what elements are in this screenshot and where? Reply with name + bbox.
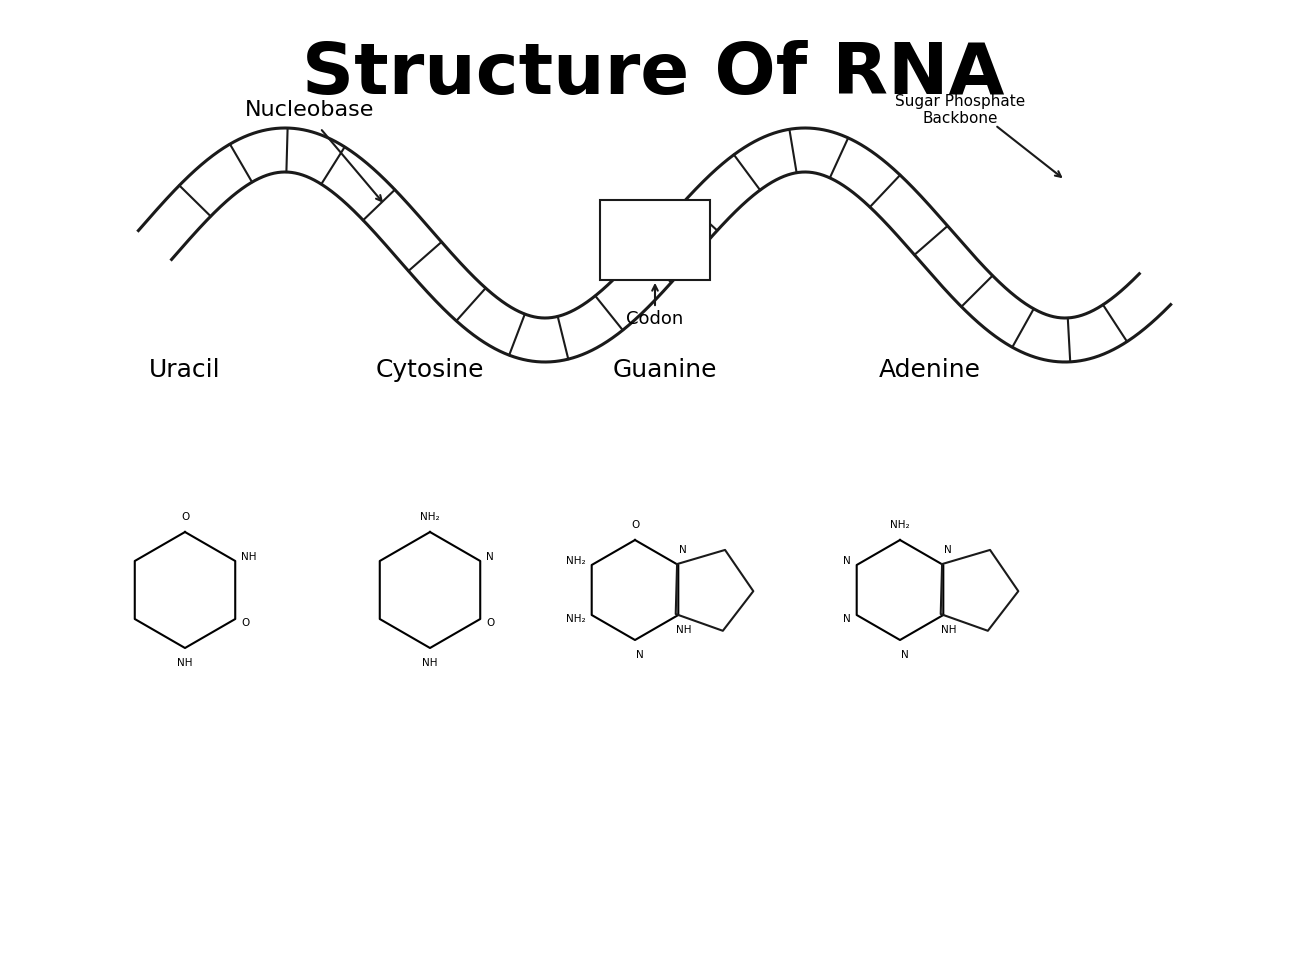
Text: N: N [637, 650, 644, 660]
Text: N: N [843, 556, 851, 566]
Text: N: N [901, 650, 908, 660]
Text: Guanine: Guanine [613, 358, 718, 382]
Text: O: O [180, 512, 190, 522]
Text: NH: NH [178, 658, 192, 668]
Text: N: N [680, 545, 687, 555]
Text: Sugar Phosphate
Backbone: Sugar Phosphate Backbone [895, 94, 1025, 126]
Text: Codon: Codon [626, 310, 684, 328]
Text: NH₂: NH₂ [566, 556, 586, 566]
Text: Adenine: Adenine [880, 358, 982, 382]
Text: O: O [631, 520, 639, 530]
Bar [600, 200, 710, 280]
Text: N: N [843, 614, 851, 624]
Text: N: N [486, 552, 494, 562]
Text: NH₂: NH₂ [420, 512, 440, 522]
Text: NH₂: NH₂ [890, 520, 910, 530]
Text: Uracil: Uracil [149, 358, 221, 382]
Text: NH: NH [242, 552, 256, 562]
Text: O: O [486, 618, 494, 628]
Text: NH: NH [422, 658, 438, 668]
Text: NH: NH [676, 625, 691, 635]
Text: Structure Of RNA: Structure Of RNA [302, 40, 1004, 109]
Text: Cytosine: Cytosine [375, 358, 485, 382]
Text: NH: NH [941, 625, 955, 635]
Text: O: O [242, 618, 250, 628]
Text: N: N [945, 545, 953, 555]
Text: Nucleobase: Nucleobase [246, 100, 375, 120]
Text: NH₂: NH₂ [566, 614, 586, 624]
